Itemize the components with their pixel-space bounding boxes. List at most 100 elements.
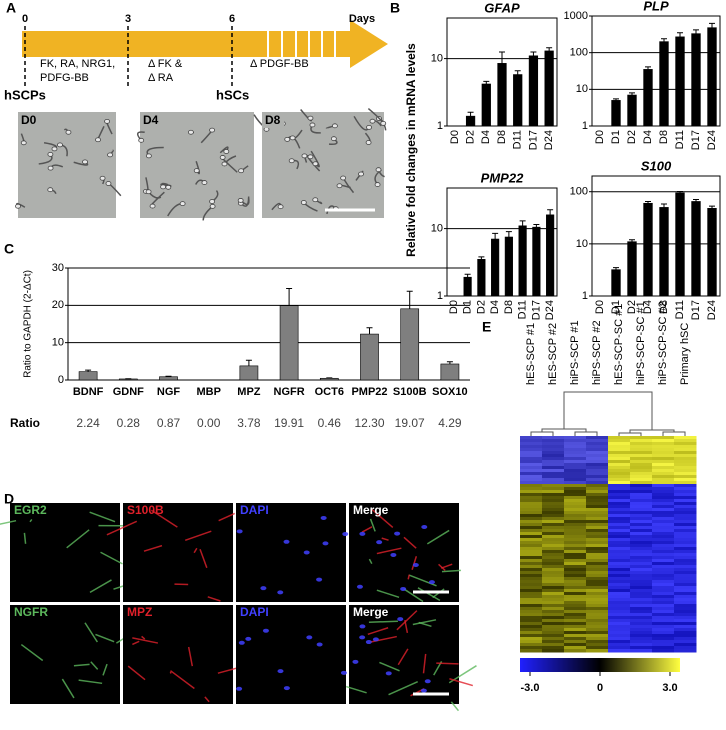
column-label: hES-SCP-SC #1 — [613, 304, 625, 385]
cell-process — [95, 633, 115, 643]
bar — [463, 276, 472, 297]
image-label-bg — [140, 112, 162, 128]
heatmap-row — [520, 526, 543, 530]
heatmap-row — [608, 451, 631, 455]
heatmap-row — [564, 514, 587, 518]
cell-process — [61, 678, 75, 699]
error-bar — [286, 287, 293, 306]
heatmap-row — [520, 505, 543, 509]
heatmap-row — [542, 544, 565, 548]
heatmap-row — [542, 436, 565, 440]
x-tick-label: D0 — [448, 300, 460, 314]
heatmap-row — [564, 553, 587, 557]
heatmap-row — [542, 598, 565, 602]
heatmap-row — [674, 550, 697, 554]
nucleus — [385, 671, 392, 676]
heatmap-row — [652, 571, 675, 575]
heatmap-row — [520, 550, 543, 554]
x-tick-label: D17 — [690, 130, 702, 150]
heatmap-row — [564, 451, 587, 455]
cell-process — [199, 548, 208, 569]
heatmap-row — [564, 598, 587, 602]
value-label: 0.46 — [318, 416, 342, 430]
heatmap-row — [586, 625, 609, 629]
heatmap-row — [674, 640, 697, 644]
heatmap-row — [542, 607, 565, 611]
heatmap-row — [542, 574, 565, 578]
heatmap-row — [630, 526, 653, 530]
x-tick-label: D2 — [475, 300, 487, 314]
heatmap-row — [542, 592, 565, 596]
heatmap-row — [564, 601, 587, 605]
colorbar-label: 3.0 — [662, 682, 677, 694]
heatmap-row — [608, 544, 631, 548]
nucleus — [376, 540, 383, 545]
cell-body — [307, 115, 314, 121]
heatmap-row — [542, 532, 565, 536]
heatmap-row — [564, 625, 587, 629]
heatmap-row — [586, 481, 609, 485]
heatmap-row — [564, 613, 587, 617]
error-bar — [693, 29, 699, 34]
heatmap-row — [674, 616, 697, 620]
heatmap-row — [608, 526, 631, 530]
heatmap-row — [674, 481, 697, 485]
heatmap-row — [586, 526, 609, 530]
heatmap-row — [608, 517, 631, 521]
heatmap-row — [520, 625, 543, 629]
heatmap-row — [542, 517, 565, 521]
bar — [659, 41, 669, 127]
heatmap-row — [630, 577, 653, 581]
heatmap-row — [630, 487, 653, 491]
heatmap-row — [652, 508, 675, 512]
y-tick-label: 20 — [52, 299, 64, 311]
x-tick-label: D17 — [530, 300, 542, 320]
heatmap-row — [652, 649, 675, 653]
cell-body — [336, 183, 343, 189]
error-bar — [446, 361, 453, 364]
heatmap-row — [674, 637, 697, 641]
x-tick-label: D11 — [517, 300, 529, 319]
heatmap-row — [542, 622, 565, 626]
heatmap-row — [542, 628, 565, 632]
heatmap-row — [652, 502, 675, 506]
heatmap-row — [542, 511, 565, 515]
heatmap-row — [520, 613, 543, 617]
bar — [400, 308, 420, 381]
value-label: 19.91 — [274, 416, 304, 430]
heatmap-row — [674, 589, 697, 593]
cell-body — [340, 175, 347, 181]
cell-process — [412, 619, 437, 626]
image-label-bg — [262, 112, 284, 128]
heatmap-row — [542, 514, 565, 518]
heatmap-row — [630, 535, 653, 539]
heatmap-row — [608, 538, 631, 542]
cell-process — [132, 637, 159, 644]
error-bar — [499, 51, 505, 64]
heatmap-row — [542, 619, 565, 623]
cell-body — [201, 180, 208, 185]
heatmap-row — [520, 637, 543, 641]
cell-body — [20, 140, 27, 146]
nucleus — [262, 628, 269, 633]
heatmap-row — [564, 628, 587, 632]
error-bar — [709, 22, 715, 28]
heatmap-row — [608, 463, 631, 467]
heatmap-row — [652, 559, 675, 563]
heatmap-row — [652, 457, 675, 461]
heatmap-row — [520, 565, 543, 569]
heatmap-row — [564, 640, 587, 644]
column-label: hiPS-SCP #2 — [591, 320, 603, 385]
heatmap-row — [630, 580, 653, 584]
heatmap-row — [520, 610, 543, 614]
cell-process — [29, 519, 33, 523]
heatmap-row — [674, 496, 697, 500]
heatmap-row — [608, 475, 631, 479]
bar — [611, 100, 621, 127]
y-tick-label: 10 — [576, 238, 588, 250]
y-tick-label: 1 — [437, 120, 443, 132]
heatmap-row — [586, 529, 609, 533]
fluorescence-image — [10, 605, 120, 704]
heatmap-row — [564, 532, 587, 536]
